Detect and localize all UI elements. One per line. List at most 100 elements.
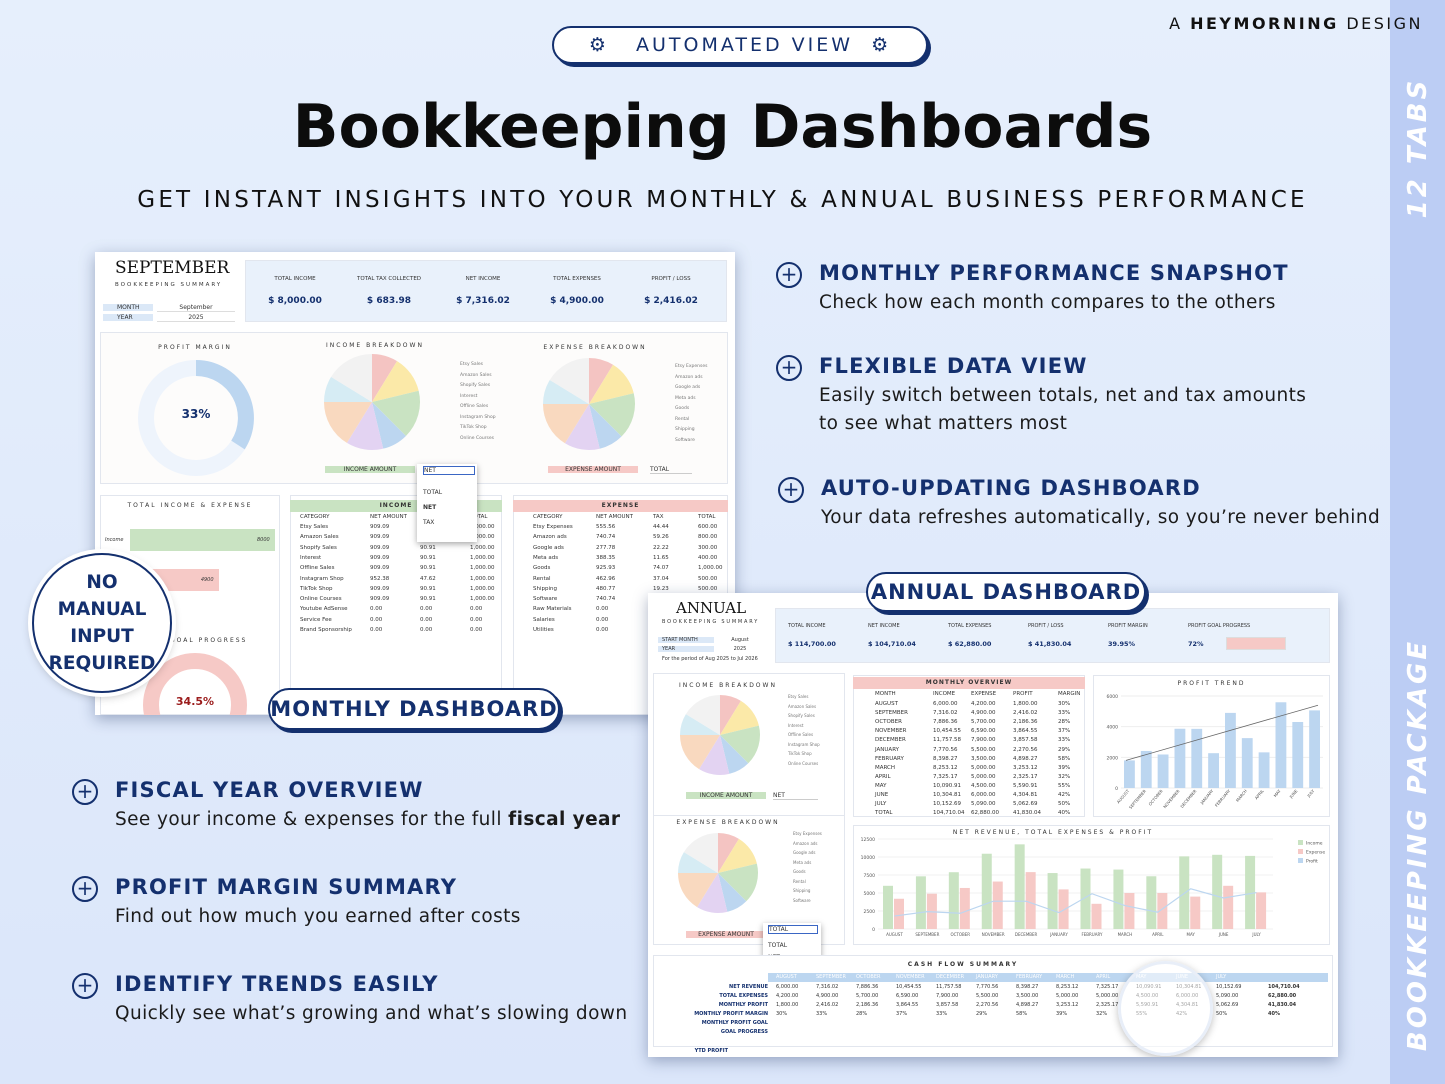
pie-slice (680, 714, 720, 735)
table-cell: 19.23 (653, 585, 669, 592)
chart (143, 653, 247, 715)
kpi-label: TOTAL INCOME (274, 276, 316, 282)
table-cell: 5,700.00 (856, 993, 879, 999)
bar (1191, 728, 1203, 788)
legend-label: Income (1306, 841, 1323, 847)
kpi-value: $ 4,900.00 (550, 296, 604, 306)
table-header: NOVEMBER (896, 974, 925, 980)
table-cell: 32% (1096, 1011, 1108, 1017)
plus-icon: + (776, 355, 802, 381)
table-cell: 28% (856, 1011, 868, 1017)
chart (680, 695, 760, 775)
feature-title: AUTO-UPDATING DASHBOARD (821, 476, 1201, 500)
table-header: MARGIN (1058, 691, 1081, 697)
feature-desc: Your data refreshes automatically, so yo… (821, 504, 1381, 532)
table-cell: APRIL (875, 773, 891, 780)
legend-item: Google ads (793, 850, 816, 855)
side-tab: BOOKKEEPING PACKAGE (1403, 638, 1433, 1052)
table-cell: 909.09 (370, 554, 390, 561)
table-cell: Instagram Shop (300, 575, 344, 582)
table-cell: TikTok Shop (300, 585, 333, 592)
monthly-dashboard: SEPTEMBER BOOKKEEPING SUMMARY MONTH Septemb… (95, 252, 735, 715)
table-cell: 4,200.00 (776, 993, 799, 999)
table-cell: 62,880.00 (971, 810, 999, 817)
bar (1146, 876, 1157, 929)
x-tick-label: APRIL (1254, 788, 1266, 800)
table-cell: 10,152.69 (1216, 984, 1242, 990)
kpi-label: PROFIT / LOSS (1028, 623, 1064, 629)
pie-slice (678, 873, 718, 908)
legend-swatch (1298, 858, 1303, 863)
goal-value: 34.5% (175, 695, 215, 708)
bar (1258, 752, 1270, 788)
table-cell: 7,316.02 (816, 984, 839, 990)
pie-slice (720, 725, 760, 764)
table-header: CATEGORY (533, 514, 563, 520)
table-cell: 952.38 (370, 575, 390, 582)
dropdown-item: TAX (423, 519, 435, 526)
table-cell: 10,304.81 (933, 792, 961, 798)
pie-slice (372, 354, 398, 402)
x-tick-label: JUNE (1218, 932, 1229, 937)
legend-item: Online Courses (460, 435, 495, 441)
bar (1113, 869, 1124, 929)
table-cell: 50% (1058, 801, 1071, 808)
table-cell: 90.91 (420, 544, 436, 551)
table-cell: 29% (976, 1011, 988, 1017)
legend-item: Amazon ads (675, 374, 703, 380)
kpi-label: TOTAL TAX COLLECTED (356, 276, 422, 282)
kpi-label: PROFIT / LOSS (651, 276, 691, 282)
table-cell: Shipping (533, 585, 557, 592)
kpi-value: $ 7,316.02 (456, 296, 510, 306)
selector-value: 2025 (733, 646, 747, 652)
feature-desc: See your income & expenses for the full … (115, 806, 655, 834)
table-cell: 10,454.55 (933, 728, 961, 735)
x-tick-label: SEPTEMBER (1128, 788, 1147, 810)
legend-label: Profit (1306, 859, 1318, 865)
table-cell: 4,200.00 (971, 701, 996, 707)
bar (1124, 760, 1135, 788)
table-cell: 500.00 (698, 585, 718, 592)
legend-item: Amazon ads (793, 840, 818, 846)
monthly-label: MONTHLY DASHBOARD (268, 688, 560, 730)
table-cell: 10,090.91 (933, 782, 961, 789)
table-cell: 1,000.00 (470, 585, 495, 592)
table-cell: 5,090.00 (1216, 993, 1239, 999)
table-cell: 2,325.17 (1096, 1002, 1119, 1008)
row-label: MONTHLY PROFIT MARGIN (694, 1011, 768, 1017)
kpi-label: PROFIT GOAL PROGRESS (1188, 623, 1251, 629)
table-cell: 0.00 (470, 606, 483, 613)
table-cell: 40% (1058, 810, 1071, 817)
button: EXPENSE AMOUNT (686, 931, 766, 938)
period: For the period of Aug 2025 to Jul 2026 (662, 656, 758, 662)
table-cell: 462.96 (596, 575, 616, 582)
dropdown: NET TOTAL NET TAX (417, 464, 477, 542)
panel (245, 260, 727, 322)
pie-slice (680, 735, 720, 770)
pie-slice (372, 390, 420, 436)
kpi-value: $ 683.98 (366, 296, 412, 306)
table-cell: 8,398.27 (933, 755, 958, 762)
legend-item: Interest (460, 393, 478, 399)
legend-item: Rental (675, 416, 690, 422)
kpi-value: $ 62,880.00 (948, 640, 992, 648)
x-tick-label: OCTOBER (1147, 788, 1164, 806)
table-cell: 3,864.55 (1013, 728, 1038, 735)
table-cell: Meta ads (533, 554, 559, 561)
x-tick-label: JULY (1251, 932, 1261, 937)
table-cell: 7,325.17 (1096, 984, 1119, 990)
y-tick-label: 4000 (1107, 725, 1119, 731)
kpi-label: PROFIT MARGIN (1108, 623, 1148, 629)
row-label: NET REVENUE (729, 984, 768, 990)
table-header: JULY (1216, 974, 1227, 980)
table-cell: 0.00 (596, 627, 609, 633)
table-cell: 104,710.04 (933, 810, 965, 817)
y-tick-label: 12500 (861, 837, 875, 843)
section-title: PROFIT TREND (1177, 680, 1246, 687)
side-strip (1390, 0, 1445, 1084)
bar (1309, 710, 1320, 788)
bar (894, 898, 904, 929)
table-cell: 800.00 (698, 534, 718, 541)
legend-item: Etsy Sales (460, 362, 484, 367)
bar (1014, 844, 1025, 929)
